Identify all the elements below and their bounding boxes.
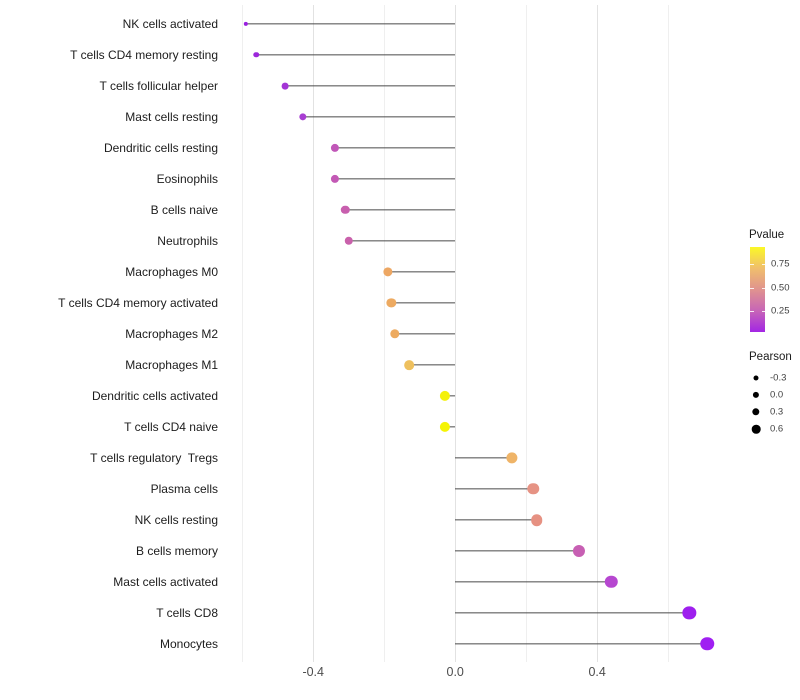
gridline-major (455, 5, 457, 662)
lollipop-stem (245, 23, 456, 25)
lollipop-stem (302, 116, 456, 118)
lollipop-stem (409, 364, 456, 366)
pvalue-tick-mark (750, 311, 754, 313)
y-axis-label: T cells regulatory Tregs (90, 451, 218, 465)
pearson-legend-label: -0.3 (770, 372, 787, 384)
lollipop-dot (390, 329, 400, 339)
y-axis-label: Monocytes (159, 637, 218, 651)
lollipop-stem (391, 302, 456, 304)
x-tick-label: 0.0 (446, 665, 464, 679)
y-axis-label: Eosinophils (156, 172, 218, 186)
pearson-legend-dot (752, 391, 760, 399)
pvalue-tick-mark (761, 287, 765, 289)
y-axis-label: Plasma cells (150, 482, 218, 496)
lollipop-stem (284, 85, 456, 87)
lollipop-dot (439, 421, 450, 433)
pvalue-tick-mark (750, 264, 754, 265)
y-axis-label: Dendritic cells resting (103, 141, 218, 155)
lollipop-dot (682, 606, 697, 620)
lollipop-dot (340, 205, 350, 215)
pearson-legend-dot (751, 424, 761, 434)
gridline-minor (668, 5, 670, 662)
lollipop-stem (455, 643, 708, 645)
pearson-legend-label: 0.3 (770, 406, 784, 418)
gridline-minor (242, 5, 244, 662)
gridline-minor (526, 5, 528, 662)
lollipop-dot (605, 575, 618, 589)
y-axis-label: T cells CD4 memory activated (58, 296, 218, 310)
x-tick-label: -0.4 (302, 665, 324, 679)
pvalue-tick-label: 0.25 (771, 305, 790, 317)
y-axis-label: NK cells activated (122, 17, 218, 31)
lollipop-stem (345, 209, 456, 211)
lollipop-dot (344, 236, 353, 246)
gridline-minor (384, 5, 386, 662)
pearson-legend-label: 0.0 (770, 389, 784, 401)
pvalue-tick-label: 0.75 (771, 258, 790, 270)
lollipop-dot (700, 637, 714, 651)
pvalue-tick-mark (750, 287, 754, 289)
y-axis-label: Macrophages M1 (125, 358, 218, 372)
lollipop-dot (439, 390, 450, 402)
pvalue-legend-title: Pvalue (749, 229, 785, 241)
lollipop-dot (573, 544, 586, 558)
y-axis-label: T cells follicular helper (99, 79, 219, 93)
y-axis-label: B cells naive (150, 203, 218, 217)
lollipop-dot (386, 298, 396, 308)
lollipop-stem (387, 271, 456, 273)
pvalue-tick-label: 0.50 (771, 282, 790, 294)
lollipop-stem (455, 488, 534, 490)
plot-panel (222, 5, 731, 662)
y-axis-label: T cells CD4 naive (124, 420, 218, 434)
lollipop-stem (334, 178, 456, 180)
pearson-legend-title: Pearson (749, 351, 792, 363)
lollipop-dot (506, 452, 518, 464)
gridline-major (597, 5, 599, 662)
lollipop-dot (404, 360, 414, 370)
y-axis-label: Dendritic cells activated (91, 389, 218, 403)
y-axis-label: Mast cells resting (125, 110, 218, 124)
y-axis-label: Macrophages M2 (125, 327, 218, 341)
gridline-major (313, 5, 315, 662)
lollipop-dot (281, 82, 289, 90)
lollipop-dot (298, 113, 307, 121)
pvalue-tick-mark (761, 311, 765, 313)
lollipop-stem (444, 395, 456, 397)
lollipop-stem (455, 550, 580, 552)
pearson-legend-dot (753, 375, 759, 381)
y-axis-label: NK cells resting (134, 513, 218, 527)
y-axis-label: T cells CD4 memory resting (70, 48, 218, 62)
lollipop-stem (455, 519, 537, 521)
pvalue-colorbar (750, 247, 765, 332)
lollipop-stem (455, 457, 512, 459)
lollipop-dot (243, 21, 248, 27)
lollipop-dot (330, 143, 339, 153)
lollipop-stem (334, 147, 456, 149)
pvalue-tick-mark (761, 264, 765, 265)
lollipop-stem (444, 426, 456, 428)
y-axis-label: T cells CD8 (156, 606, 218, 620)
y-axis-label: Mast cells activated (113, 575, 218, 589)
lollipop-dot (527, 483, 540, 495)
lollipop-dot (253, 52, 260, 58)
y-axis-label: B cells memory (135, 544, 218, 558)
lollipop-stem (455, 581, 612, 583)
y-axis-label: Macrophages M0 (125, 265, 218, 279)
x-tick-label: 0.4 (588, 665, 606, 679)
pearson-legend-dot (752, 408, 760, 416)
lollipop-stem (256, 54, 456, 56)
pearson-legend-label: 0.6 (770, 423, 784, 435)
y-axis-label: Neutrophils (157, 234, 218, 248)
lollipop-stem (348, 240, 456, 242)
lollipop-stem (394, 333, 456, 335)
lollipop-dot (330, 174, 339, 184)
lollipop-stem (455, 612, 690, 614)
lollipop-dot (383, 267, 393, 277)
lollipop-dot (531, 514, 543, 526)
